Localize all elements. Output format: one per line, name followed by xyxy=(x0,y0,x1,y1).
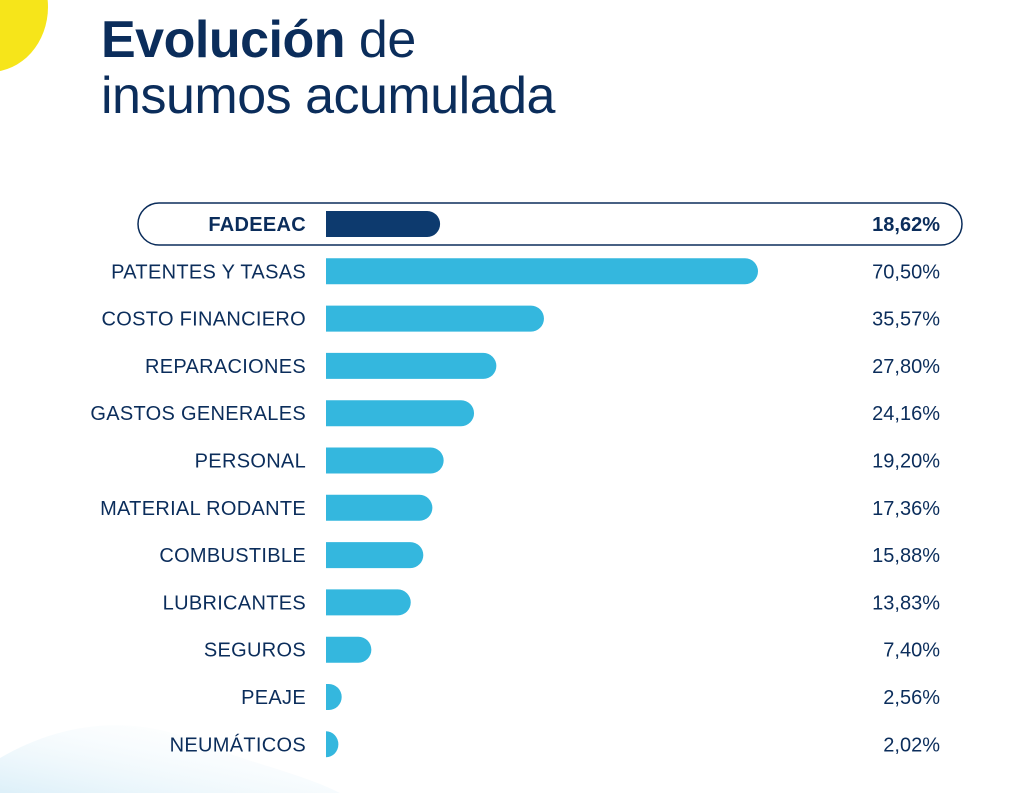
bar xyxy=(326,542,424,569)
bar xyxy=(326,494,433,521)
title-line-1: Evolución de xyxy=(101,12,555,68)
category-label: NEUMÁTICOS xyxy=(170,733,306,756)
page-title: Evolución de insumos acumulada xyxy=(101,12,555,124)
value-label: 7,40% xyxy=(883,640,940,662)
value-label: 24,16% xyxy=(872,403,940,425)
category-label: LUBRICANTES xyxy=(163,592,306,614)
bar xyxy=(326,400,475,427)
category-label: PERSONAL xyxy=(195,451,306,473)
value-label: 19,20% xyxy=(872,451,940,473)
wave-decoration xyxy=(0,725,340,793)
category-label: PATENTES Y TASAS xyxy=(111,261,306,283)
category-label: PEAJE xyxy=(241,687,306,709)
value-label: 70,50% xyxy=(872,261,940,283)
title-rest-word: de xyxy=(344,11,416,69)
value-label: 27,80% xyxy=(872,356,940,378)
bar xyxy=(326,211,441,237)
category-label: GASTOS GENERALES xyxy=(90,403,306,425)
bar xyxy=(326,352,497,379)
value-label: 35,57% xyxy=(872,309,940,331)
bar xyxy=(326,447,444,474)
bar xyxy=(326,305,544,332)
bar xyxy=(326,684,342,710)
value-label: 13,83% xyxy=(872,592,940,614)
value-label: 17,36% xyxy=(872,498,940,520)
title-bold-word: Evolución xyxy=(101,11,345,69)
category-label: FADEEAC xyxy=(208,214,306,236)
category-label: COMBUSTIBLE xyxy=(159,545,306,567)
bar xyxy=(326,636,372,663)
category-label: REPARACIONES xyxy=(145,356,306,378)
category-label: COSTO FINANCIERO xyxy=(102,309,306,331)
category-label: MATERIAL RODANTE xyxy=(100,498,306,520)
value-label: 15,88% xyxy=(872,545,940,567)
title-line-2: insumos acumulada xyxy=(101,67,555,125)
highlight-row-outline xyxy=(137,202,963,246)
bar xyxy=(326,258,758,285)
value-label: 2,56% xyxy=(883,687,940,709)
category-label: SEGUROS xyxy=(204,640,306,662)
value-label: 2,02% xyxy=(883,734,940,756)
value-label: 18,62% xyxy=(872,214,940,236)
bar xyxy=(326,589,411,616)
bar xyxy=(326,731,339,758)
